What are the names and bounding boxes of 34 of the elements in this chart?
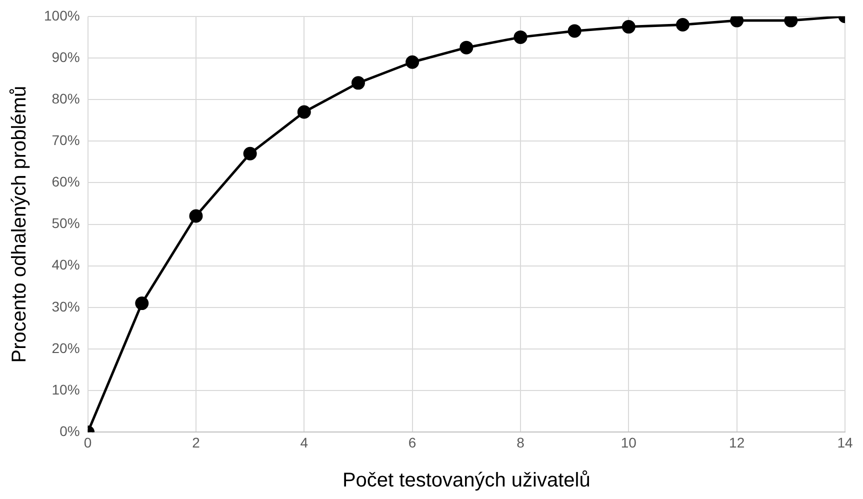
x-tick-label: 10 (620, 434, 637, 450)
point (189, 209, 203, 223)
point (730, 16, 744, 28)
x-tick-label: 12 (729, 434, 745, 450)
point (135, 296, 149, 310)
point (351, 76, 365, 90)
y-tick-label: 30% (52, 298, 80, 314)
x-tick-label: 4 (300, 434, 308, 450)
point (676, 18, 690, 32)
point (406, 55, 420, 69)
point (784, 16, 798, 28)
y-axis-title: Procento odhalených problémů (8, 86, 31, 363)
x-tick-label: 14 (837, 434, 853, 450)
y-tick-label: 90% (52, 48, 80, 65)
y-tick-label: 70% (52, 132, 80, 148)
y-tick-label: 60% (52, 174, 80, 190)
y-tick-label: 100% (44, 7, 80, 24)
point (460, 40, 474, 54)
point (297, 105, 311, 119)
point (243, 146, 257, 160)
point (514, 30, 528, 44)
x-tick-label: 2 (192, 434, 200, 450)
y-tick-label: 10% (52, 381, 80, 398)
y-tick-label: 0% (60, 423, 80, 440)
y-tick-label: 50% (52, 215, 80, 232)
y-tick-label: 80% (52, 90, 80, 106)
point (622, 20, 636, 34)
x-tick-label: 0 (84, 434, 92, 450)
y-tick-label: 20% (52, 340, 80, 356)
x-tick-label: 8 (516, 434, 525, 450)
y-tick-label: 40% (52, 256, 80, 273)
point (568, 24, 582, 38)
x-axis-title: Počet testovaných uživatelů (342, 470, 590, 492)
x-tick-label: 6 (408, 434, 416, 450)
